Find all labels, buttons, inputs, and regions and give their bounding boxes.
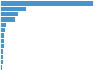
Bar xyxy=(1,65,2,70)
Bar xyxy=(1,28,5,32)
Bar xyxy=(1,44,4,48)
Bar xyxy=(1,33,4,38)
Bar xyxy=(1,23,6,27)
Bar xyxy=(1,12,17,16)
Bar xyxy=(1,17,15,22)
Bar xyxy=(1,55,3,59)
Bar xyxy=(1,39,4,43)
Bar xyxy=(1,1,94,6)
Bar xyxy=(1,7,26,11)
Bar xyxy=(1,60,3,64)
Bar xyxy=(1,49,3,54)
